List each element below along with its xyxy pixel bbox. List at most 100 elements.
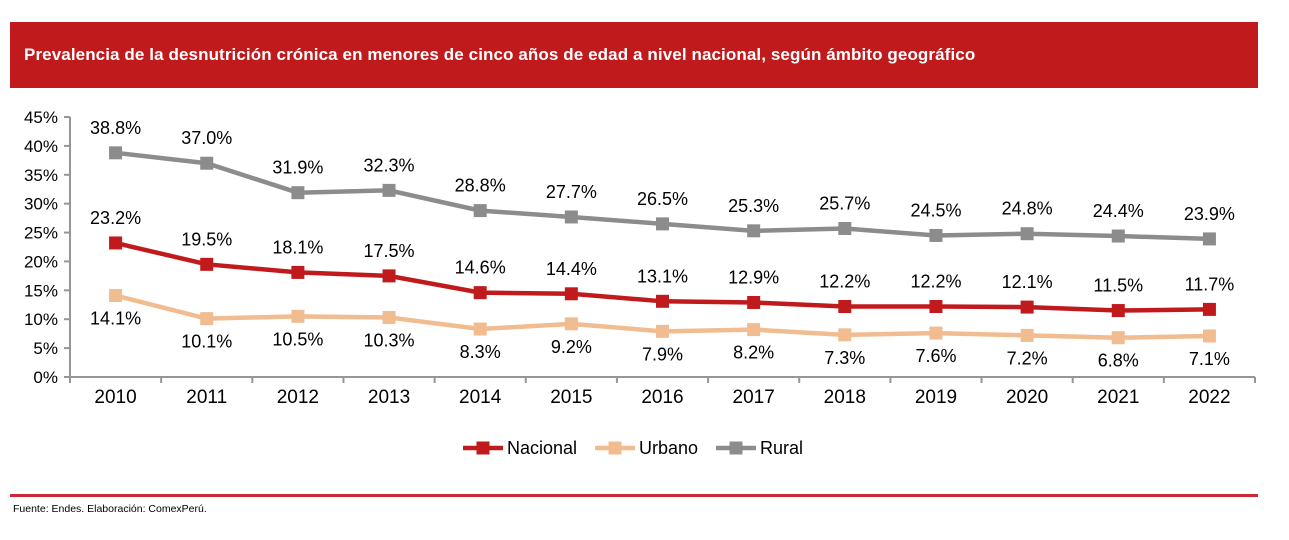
x-axis-year-label: 2013: [368, 387, 410, 408]
series-rural-marker: [747, 224, 761, 238]
y-axis-tick-label: 25%: [24, 224, 58, 243]
data-label: 14.6%: [455, 258, 506, 278]
data-label: 14.1%: [90, 309, 141, 329]
data-label: 23.2%: [90, 208, 141, 228]
data-label: 9.2%: [551, 337, 592, 357]
data-label: 23.9%: [1184, 204, 1235, 224]
footer-divider: [10, 494, 1258, 497]
data-label: 12.9%: [728, 267, 779, 287]
data-label: 24.8%: [1002, 199, 1053, 219]
series-rural-marker: [838, 222, 852, 236]
series-nacional-marker: [382, 269, 396, 283]
x-axis-year-label: 2016: [641, 387, 683, 408]
chart-title-banner: Prevalencia de la desnutrición crónica e…: [10, 22, 1258, 88]
legend-item-urbano: Urbano: [595, 438, 698, 458]
data-label: 11.5%: [1093, 276, 1143, 296]
series-nacional-marker: [747, 295, 761, 309]
legend-marker-square-rural: [729, 441, 743, 455]
data-label: 24.4%: [1093, 201, 1144, 221]
y-axis-tick-label: 40%: [24, 137, 58, 156]
series-nacional-marker: [473, 286, 487, 300]
data-label: 7.1%: [1189, 349, 1230, 369]
legend-item-nacional: Nacional: [463, 438, 577, 458]
x-axis-year-label: 2014: [459, 387, 502, 408]
data-label: 12.2%: [819, 272, 870, 292]
y-axis-tick-label: 5%: [33, 339, 58, 358]
series-nacional-marker: [564, 287, 578, 301]
series-rural-marker: [656, 217, 669, 231]
data-label: 25.3%: [728, 196, 779, 216]
data-label: 31.9%: [272, 158, 323, 178]
series-nacional-marker: [109, 236, 123, 250]
data-label: 10.5%: [272, 329, 323, 349]
series-nacional-marker: [1020, 300, 1034, 314]
x-axis-year-label: 2018: [824, 387, 866, 408]
series-urbano: 14.1% 10.1% 10.5% 10.3% 8.3% 9.2% 7.9% 8.2% 7.3%…: [90, 289, 1230, 371]
series-nacional-marker: [200, 257, 214, 271]
data-label: 37.0%: [181, 128, 232, 148]
legend-label-rural: Rural: [760, 438, 803, 458]
data-label: 6.8%: [1098, 351, 1139, 371]
series-rural-marker: [929, 228, 943, 242]
series-urbano-marker: [200, 312, 214, 326]
series-urbano-marker: [564, 317, 578, 331]
series-urbano-marker: [929, 326, 943, 340]
series-rural-marker: [109, 146, 123, 160]
series-nacional-marker: [929, 300, 943, 314]
legend-marker-square-urbano: [608, 441, 622, 455]
series-rural-marker: [1020, 227, 1034, 241]
series-urbano-marker: [1111, 331, 1125, 345]
data-label: 14.4%: [546, 259, 597, 279]
x-axis-year-label: 2010: [94, 387, 136, 408]
x-axis-year-label: 2019: [915, 387, 957, 408]
y-axis-tick-label: 0%: [33, 368, 58, 387]
series-rural-marker: [1202, 232, 1216, 246]
series-urbano-marker: [1202, 329, 1216, 343]
series-urbano-marker: [109, 289, 123, 303]
source-note: Fuente: Endes. Elaboración: ComexPerú.: [13, 503, 207, 515]
series-rural-marker: [564, 210, 578, 224]
data-label: 7.2%: [1007, 348, 1048, 368]
y-axis-tick-label: 20%: [24, 252, 58, 271]
data-label: 17.5%: [364, 241, 415, 261]
series-nacional-marker: [656, 294, 669, 308]
data-label: 32.3%: [364, 155, 415, 175]
series-urbano-marker: [291, 309, 305, 323]
y-axis-tick-label: 10%: [24, 310, 58, 329]
x-axis-year-label: 2015: [550, 387, 592, 408]
data-label: 10.3%: [364, 330, 415, 350]
chart-legend: Nacional Urbano Rural: [463, 438, 803, 458]
series-rural-marker: [1111, 229, 1125, 243]
data-label: 7.9%: [642, 344, 683, 364]
data-label: 19.5%: [181, 229, 232, 249]
series-nacional-marker: [838, 300, 852, 314]
x-axis-year-label: 2011: [186, 387, 227, 408]
series-urbano-marker: [473, 322, 487, 336]
data-label: 11.7%: [1185, 274, 1235, 294]
series-nacional-marker: [291, 265, 305, 279]
series-urbano-marker: [1020, 328, 1034, 342]
series-urbano-marker: [838, 328, 852, 342]
series-rural: 38.8% 37.0% 31.9% 32.3% 28.8% 27.7% 26.5% 25.3%…: [90, 118, 1235, 246]
x-axis-year-label: 2012: [277, 387, 319, 408]
data-label: 38.8%: [90, 118, 141, 138]
y-axis-tick-label: 15%: [24, 281, 58, 300]
legend-label-nacional: Nacional: [507, 438, 577, 458]
data-label: 10.1%: [181, 332, 232, 352]
series-nacional-marker: [1202, 302, 1216, 316]
data-label: 28.8%: [455, 176, 506, 196]
chart-title: Prevalencia de la desnutrición crónica e…: [24, 45, 976, 64]
data-label: 8.2%: [733, 343, 774, 363]
x-axis-year-label: 2017: [733, 387, 775, 408]
data-label: 7.3%: [824, 348, 865, 368]
x-axis-year-label: 2022: [1188, 387, 1230, 408]
data-label: 24.5%: [910, 200, 961, 220]
series-nacional-marker: [1111, 304, 1125, 318]
data-label: 18.1%: [272, 237, 323, 257]
data-label: 8.3%: [460, 342, 501, 362]
data-label: 27.7%: [546, 182, 597, 202]
series-urbano-marker: [382, 310, 396, 324]
data-label: 26.5%: [637, 189, 688, 209]
data-label: 13.1%: [637, 266, 688, 286]
